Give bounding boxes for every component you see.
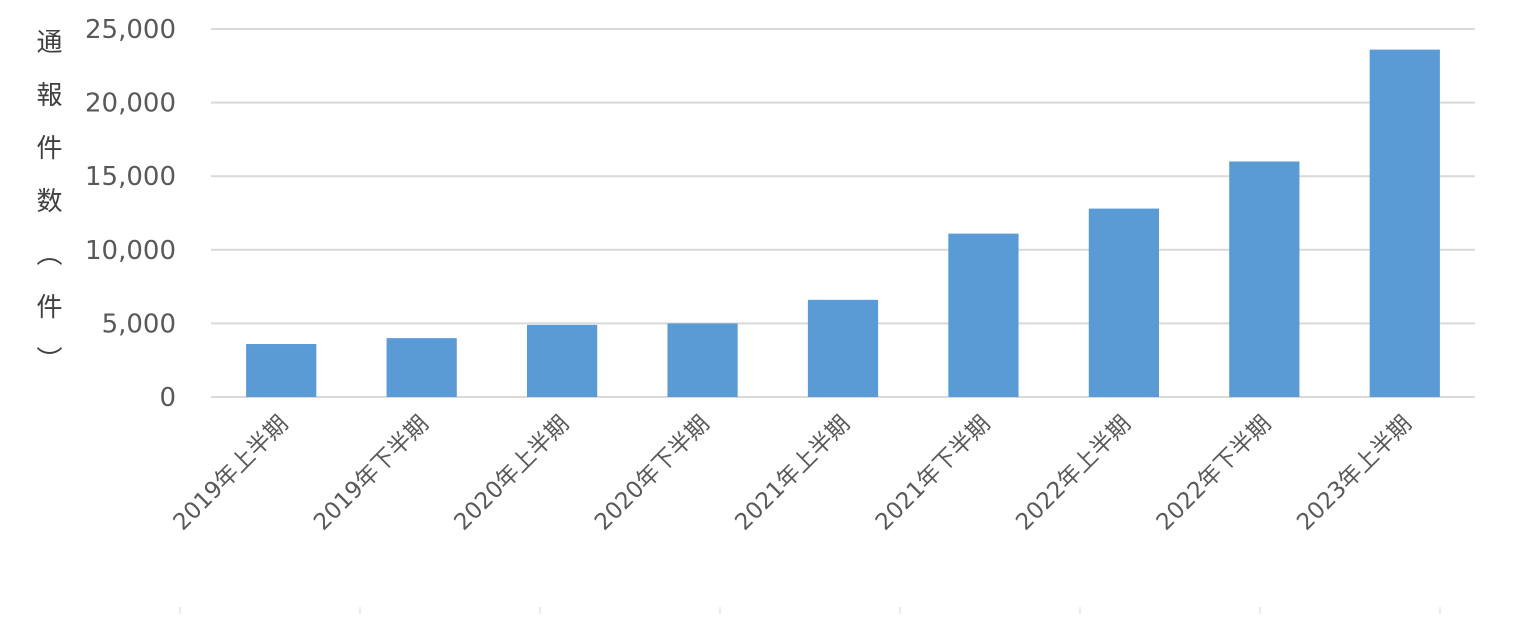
decor-ticks <box>179 607 1441 614</box>
bar <box>386 338 457 397</box>
x-tick-label: 2019年下半期 <box>309 411 434 536</box>
y-tick-label: 0 <box>159 383 176 413</box>
y-tick-label: 25,000 <box>85 15 176 45</box>
y-tick-label: 20,000 <box>85 89 176 119</box>
x-tick-label: 2019年上半期 <box>169 411 294 536</box>
bar <box>1229 161 1300 397</box>
x-tick-label: 2022年上半期 <box>1011 411 1136 536</box>
x-tick-label: 2023年上半期 <box>1292 411 1417 536</box>
y-axis-label: 通報件数（件） <box>32 28 62 399</box>
y-tick-label: 10,000 <box>85 236 176 266</box>
bar <box>1369 49 1440 397</box>
bar <box>527 324 598 397</box>
x-tick-label: 2021年上半期 <box>730 411 855 536</box>
y-tick-label: 5,000 <box>102 309 176 339</box>
x-tick-label: 2020年下半期 <box>590 411 715 536</box>
bar <box>667 323 738 397</box>
x-tick-label: 2020年上半期 <box>450 411 575 536</box>
x-tick-label: 2022年下半期 <box>1152 411 1277 536</box>
bar <box>246 344 317 397</box>
bar <box>1088 208 1159 397</box>
y-tick-label: 15,000 <box>85 162 176 192</box>
x-tick-label: 2021年下半期 <box>871 411 996 536</box>
bar <box>948 233 1019 397</box>
bar <box>807 299 879 397</box>
